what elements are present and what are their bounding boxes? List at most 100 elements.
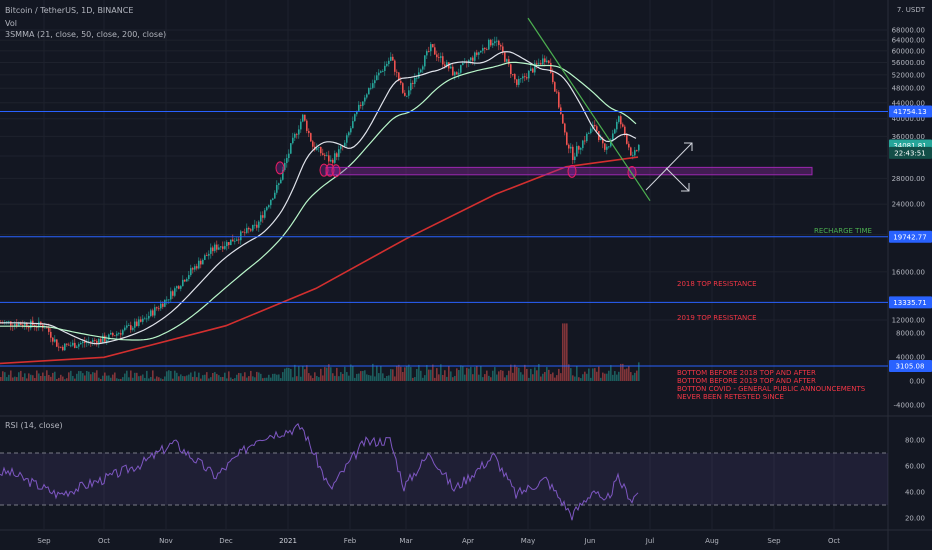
candle-body <box>304 114 306 121</box>
volume-bar <box>512 372 514 381</box>
volume-bar <box>428 369 430 381</box>
ma-legend[interactable]: 3SMMA (21, close, 50, close, 200, close) <box>5 30 167 39</box>
volume-bar <box>16 377 18 381</box>
candle-body <box>572 146 574 161</box>
candle-body <box>250 229 252 231</box>
volume-bar <box>388 375 390 381</box>
candle-body <box>596 126 598 132</box>
volume-bar <box>116 378 118 381</box>
volume-bar <box>550 374 552 381</box>
volume-bar <box>304 369 306 381</box>
volume-bar <box>176 372 178 381</box>
candle-body <box>274 192 276 199</box>
volume-bar <box>210 377 212 381</box>
volume-bar <box>152 370 154 381</box>
candle-body <box>550 63 552 73</box>
candle-body <box>138 319 140 326</box>
volume-bar <box>310 375 312 381</box>
time-tick-label: Feb <box>344 537 357 545</box>
candle-body <box>142 318 144 322</box>
candle-body <box>560 107 562 115</box>
volume-bar <box>138 376 140 381</box>
candle-body <box>214 244 216 252</box>
candle-body <box>64 343 66 351</box>
candle-body <box>48 327 50 332</box>
volume-bar <box>524 364 526 381</box>
candle-body <box>482 48 484 51</box>
candle-body <box>354 114 356 122</box>
candle-body <box>608 146 610 148</box>
volume-bar <box>6 377 8 381</box>
volume-legend[interactable]: Vol <box>5 19 17 28</box>
candle-body <box>554 82 556 92</box>
symbol-legend[interactable]: Bitcoin / TetherUS, 1D, BINANCE <box>5 6 134 15</box>
candle-body <box>486 49 488 50</box>
candle-body <box>502 46 504 53</box>
volume-bar <box>232 378 234 381</box>
volume-bar <box>390 369 392 381</box>
candle-body <box>14 323 16 327</box>
volume-bar <box>420 370 422 381</box>
candle-body <box>148 315 150 319</box>
candle-body <box>396 71 398 73</box>
volume-bar <box>396 365 398 381</box>
candle-body <box>348 132 350 136</box>
volume-bar <box>76 373 78 381</box>
volume-bar <box>312 378 314 381</box>
annotation-2019-top: 2019 TOP RESISTANCE <box>677 314 757 322</box>
volume-bar <box>186 375 188 381</box>
candle-body <box>506 59 508 62</box>
candle-body <box>240 231 242 241</box>
volume-bar <box>530 368 532 381</box>
volume-bar <box>418 365 420 381</box>
volume-bar <box>258 372 260 381</box>
candle-body <box>380 71 382 73</box>
candle-body <box>284 162 286 170</box>
candle-body <box>246 227 248 233</box>
volume-bar <box>192 376 194 381</box>
candle-body <box>130 325 132 330</box>
volume-bar <box>408 364 410 381</box>
volume-bar <box>516 366 518 381</box>
candle-body <box>626 134 628 144</box>
candle-body <box>512 74 514 75</box>
volume-bar <box>424 375 426 381</box>
volume-bar <box>150 377 152 381</box>
volume-bar <box>170 370 172 381</box>
candle-body <box>522 76 524 79</box>
candle-body <box>436 54 438 58</box>
volume-bar <box>568 364 570 381</box>
volume-tick-label: -4000.00 <box>894 402 925 410</box>
volume-bar <box>162 379 164 381</box>
volume-bar <box>598 366 600 381</box>
volume-bar <box>260 373 262 381</box>
volume-bar <box>46 370 48 381</box>
candle-body <box>162 303 164 307</box>
volume-scale-tag-label: 3105.08 <box>896 363 925 371</box>
volume-bar <box>14 376 16 381</box>
candle-body <box>56 339 58 347</box>
candle-body <box>302 114 304 122</box>
volume-bar <box>322 375 324 381</box>
candle-body <box>446 62 448 67</box>
volume-bar <box>502 370 504 381</box>
volume-bar <box>80 371 82 381</box>
candle-body <box>80 343 82 345</box>
volume-bar <box>86 370 88 381</box>
candle-body <box>254 224 256 226</box>
candle-body <box>462 63 464 66</box>
candle-body <box>166 299 168 301</box>
volume-bar <box>268 374 270 381</box>
volume-bar <box>508 370 510 381</box>
annotation-bottom-note: NEVER BEEN RETESTED SINCE <box>677 393 784 401</box>
candle-body <box>616 121 618 130</box>
volume-bar <box>492 370 494 381</box>
volume-bar <box>472 374 474 381</box>
volume-bar <box>112 374 114 381</box>
candle-body <box>494 41 496 44</box>
candle-body <box>294 133 296 138</box>
candle-body <box>420 69 422 73</box>
rsi-legend[interactable]: RSI (14, close) <box>5 421 63 430</box>
candle-body <box>564 123 566 133</box>
